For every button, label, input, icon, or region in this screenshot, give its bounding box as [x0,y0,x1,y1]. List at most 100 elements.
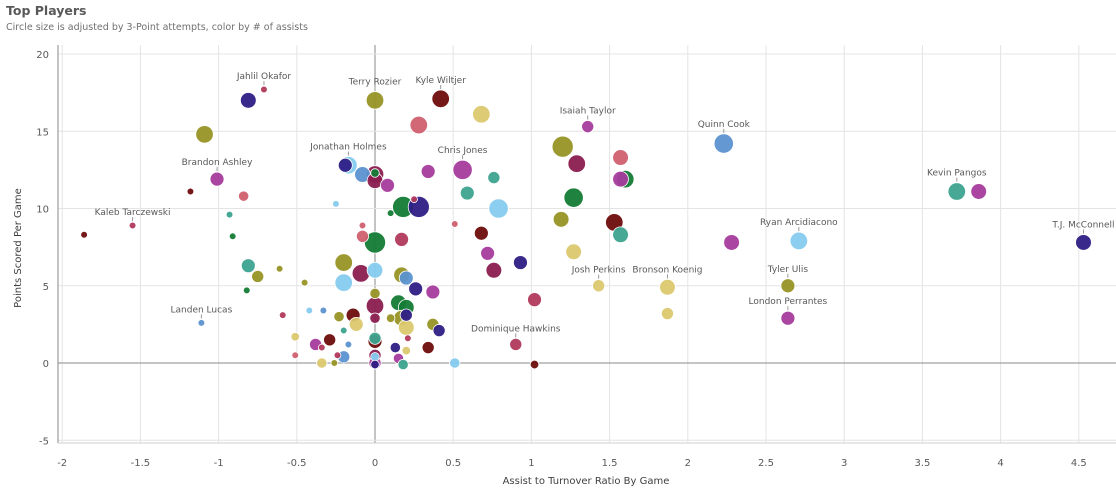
data-point [240,92,257,109]
data-point [487,171,501,185]
point-labels: Jahlil Okafor Terry Rozier Kyle Wiltjer Isa… [95,72,1115,338]
point-label: Chris Jones [438,146,488,156]
data-point [488,198,509,219]
data-point [659,278,676,296]
x-tick-label: -1 [214,458,224,469]
x-tick-label: 3.5 [914,458,930,469]
data-point [344,340,353,349]
x-axis-title: Assist to Turnover Ratio By Game [503,476,670,487]
point-label: Brandon Ashley [182,158,253,168]
data-point [275,264,284,273]
x-tick-label: 3 [841,458,847,469]
data-point [529,359,540,370]
data-point [394,231,409,247]
data-point [398,270,414,286]
data-point [408,281,424,297]
data-point [290,332,300,342]
data-point [780,310,796,326]
data-point [473,225,489,241]
chart-title: Top Players [6,3,87,18]
data-point [225,210,234,219]
data-point [128,221,137,230]
data-point [565,243,582,261]
data-point [197,319,206,327]
data-point [369,312,381,324]
x-tick-label: -0.5 [287,458,307,469]
x-tick-label: -1.5 [131,458,151,469]
data-point [389,341,401,354]
data-point [228,232,237,241]
y-tick-label: 20 [36,50,49,61]
data-point [612,226,629,244]
data-point [186,187,195,196]
data-point [789,231,809,251]
data-point [713,133,734,154]
data-point [351,264,371,283]
data-point [369,287,381,300]
x-tick-label: 1.5 [602,458,618,469]
data-point [291,351,300,360]
tick-labels: -2 -1.5 -1 -0.5 0 0.5 1 1.5 2 2.5 3 3.5 4 4.5 20 15 10 5 0… [36,50,1086,469]
data-point [421,341,435,355]
point-label: Quinn Cook [698,120,751,130]
point-label: Jonathan Holmes [309,142,387,152]
y-tick-label: 15 [36,127,49,138]
data-point [404,334,412,343]
x-tick-label: 2.5 [758,458,774,469]
data-point [316,357,328,369]
data-point [401,345,411,356]
data-point [472,105,491,124]
data-point [323,333,337,347]
data-point [195,125,214,144]
data-point [660,307,674,321]
data-point [251,269,265,283]
data-point [365,91,385,110]
data-point [397,358,409,371]
point-label: Tyler Ulis [767,265,809,275]
data-point [370,168,380,178]
data-point [485,261,503,279]
data-point [970,183,988,200]
data-point [334,253,353,272]
data-point [780,278,796,294]
data-point [459,185,475,201]
x-tick-label: 0.5 [445,458,461,469]
chart-subtitle: Circle size is adjusted by 3-Point attem… [6,22,308,33]
x-tick-label: 4 [997,458,1003,469]
y-tick-label: 0 [43,359,49,370]
data-point [509,337,523,351]
data-point [240,258,256,274]
data-point [337,157,353,173]
data-point [386,209,395,217]
data-point [409,115,428,135]
data-point [551,135,574,158]
point-label: London Perrantes [749,297,828,307]
y-tick-label: 5 [43,282,49,293]
data-point [358,221,367,230]
point-label: Terry Rozier [348,78,402,88]
point-label: Isaiah Taylor [560,107,616,117]
data-point [450,220,459,228]
data-point [410,195,418,204]
data-point [449,357,461,369]
x-tick-label: 2 [685,458,691,469]
x-tick-label: 1 [528,458,534,469]
point-label: Kyle Wiltjer [415,76,466,86]
point-label: Kevin Pangos [927,169,987,179]
data-point [380,177,395,193]
point-label: Josh Perkins [571,266,626,276]
data-point [319,306,328,315]
data-point [339,326,348,335]
data-point [348,316,364,332]
y-tick-label: -5 [39,436,49,447]
data-point [278,311,287,319]
grid [57,45,1116,444]
data-point [612,170,629,188]
data-point [333,311,345,323]
data-point [209,171,225,187]
data-point [552,211,570,228]
data-point [370,352,380,362]
data-point [947,182,967,201]
data-point [399,308,413,322]
